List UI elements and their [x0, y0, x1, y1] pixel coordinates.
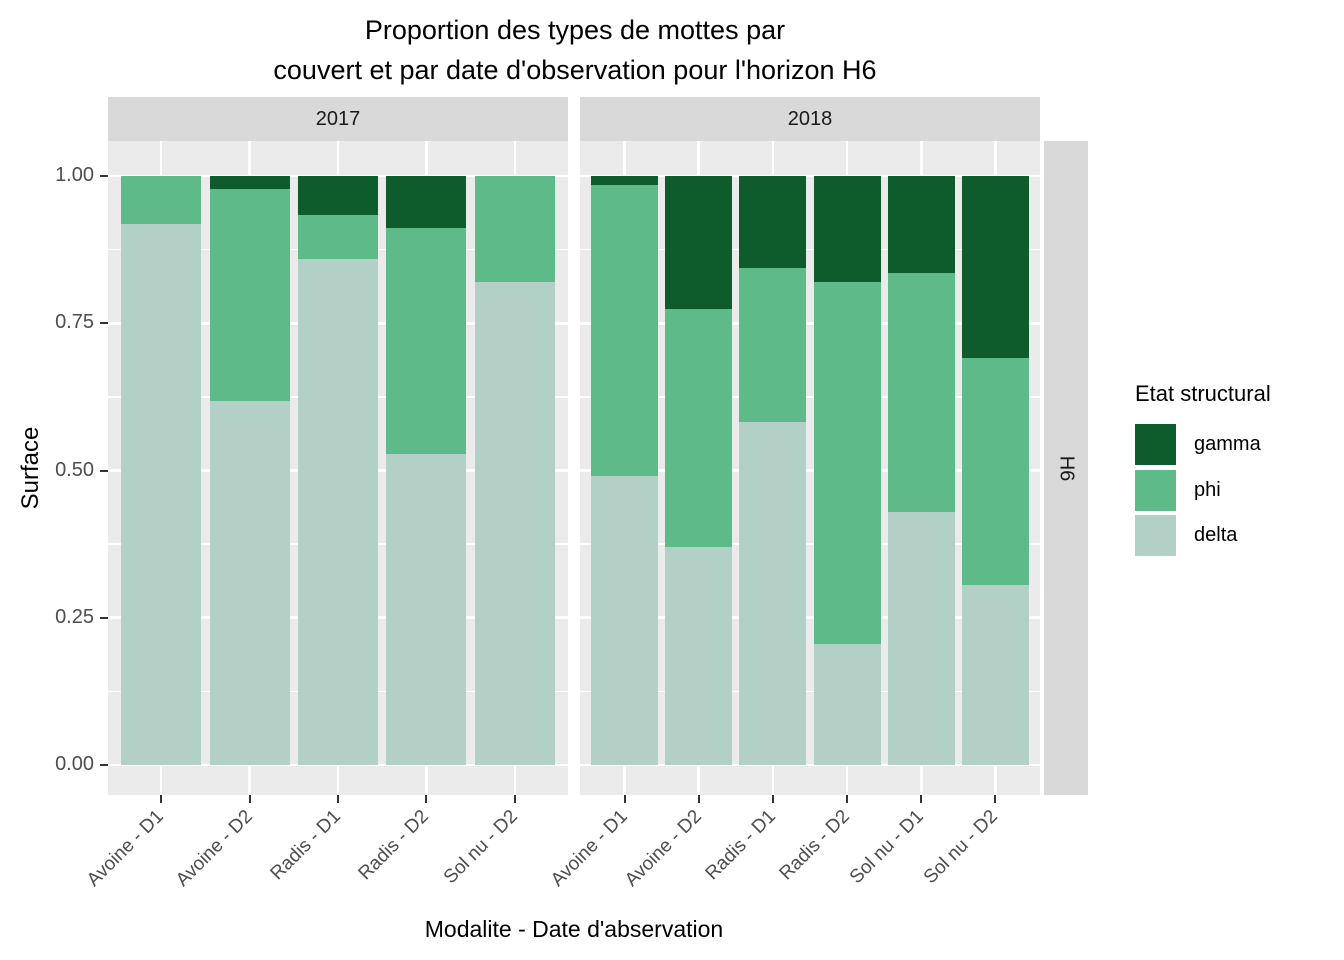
bar-segment-gamma: [814, 176, 881, 282]
y-tick: [100, 322, 108, 325]
x-tick: [846, 795, 849, 803]
x-tick: [994, 795, 997, 803]
facet-strip-2018: 2018: [580, 97, 1040, 141]
legend-label-gamma: gamma: [1194, 433, 1261, 455]
gridline-major: [580, 469, 1040, 472]
panel-2017: [108, 141, 568, 795]
chart-title-line-1: Proportion des types de mottes par: [364, 15, 786, 45]
bar-segment-gamma: [665, 176, 732, 309]
bar-segment-gamma: [888, 176, 955, 273]
legend-label-phi: phi: [1194, 478, 1221, 501]
bar-segment-phi: [210, 189, 290, 401]
x-tick: [248, 795, 251, 803]
legend-title: Etat structural: [1135, 381, 1271, 406]
gridline-major: [580, 616, 1040, 620]
bar-segment-gamma: [591, 176, 658, 185]
bar-segment-gamma: [210, 176, 290, 189]
x-tick: [337, 795, 339, 803]
bar-segment-phi: [665, 309, 732, 547]
legend-label-delta: delta: [1194, 524, 1238, 546]
y-tick: [100, 175, 108, 177]
x-tick: [160, 795, 163, 803]
bar-segment-gamma: [962, 176, 1029, 358]
y-tick-label: 0.25: [55, 605, 94, 628]
gridline-minor: [580, 396, 1040, 398]
x-axis-title: Modalite - Date d'abservation: [424, 916, 724, 942]
bar-segment-delta: [210, 401, 290, 765]
bar-segment-delta: [591, 476, 658, 765]
chart-title-line-2: couvert et par date d'observation pour l…: [273, 55, 877, 85]
y-tick: [100, 616, 108, 619]
legend-key-phi-swatch: [1135, 469, 1176, 511]
y-tick-label: 1.00: [55, 164, 94, 186]
bar-segment-phi: [591, 185, 658, 476]
bar-segment-phi: [814, 282, 881, 644]
x-tick: [513, 795, 516, 803]
bar-segment-phi: [386, 228, 466, 454]
bar-segment-gamma: [298, 176, 378, 215]
bar-segment-delta: [386, 454, 466, 765]
y-tick-label: 0.75: [55, 311, 94, 334]
gridline-minor: [580, 690, 1040, 693]
y-tick: [100, 764, 108, 766]
bar-segment-phi: [962, 358, 1029, 585]
gridline-minor: [580, 248, 1040, 251]
bar-segment-gamma: [739, 176, 806, 268]
y-tick: [100, 469, 108, 472]
x-tick: [623, 795, 626, 803]
bar-segment-phi: [298, 215, 378, 259]
gridline-major: [580, 763, 1040, 767]
panel-2018: [580, 141, 1040, 795]
legend-key-delta-swatch: [1135, 515, 1176, 556]
bar-segment-phi: [739, 268, 806, 422]
bar-segment-delta: [475, 282, 555, 765]
chart-title: Proportion des types de mottes par couve…: [40, 10, 1110, 90]
gridline-minor: [580, 543, 1040, 545]
bar-segment-delta: [888, 512, 955, 765]
y-tick-label: 0.00: [55, 753, 94, 775]
x-tick: [920, 795, 923, 803]
gridline-major: [580, 174, 1040, 178]
bar-segment-phi: [121, 176, 201, 224]
bar-segment-delta: [121, 224, 201, 765]
bar-segment-gamma: [386, 176, 466, 228]
gridline-major: [580, 321, 1040, 325]
bar-segment-delta: [962, 585, 1029, 765]
bar-segment-delta: [298, 259, 378, 765]
facet-row-label: H6: [1055, 455, 1078, 481]
facet-row-strip: H6: [1044, 141, 1088, 795]
bar-segment-delta: [665, 547, 732, 765]
x-tick: [697, 795, 700, 803]
bar-segment-phi: [475, 176, 555, 282]
bar-segment-phi: [888, 273, 955, 512]
legend-key-gamma-swatch: [1135, 424, 1176, 465]
facet-strip-2017: 2017: [108, 97, 568, 141]
x-tick-label: Avoine - D1: [83, 806, 168, 891]
bar-segment-delta: [814, 644, 881, 765]
y-tick-label: 0.50: [55, 458, 94, 481]
x-tick: [771, 795, 774, 803]
x-tick: [425, 795, 428, 803]
bar-segment-delta: [739, 422, 806, 765]
